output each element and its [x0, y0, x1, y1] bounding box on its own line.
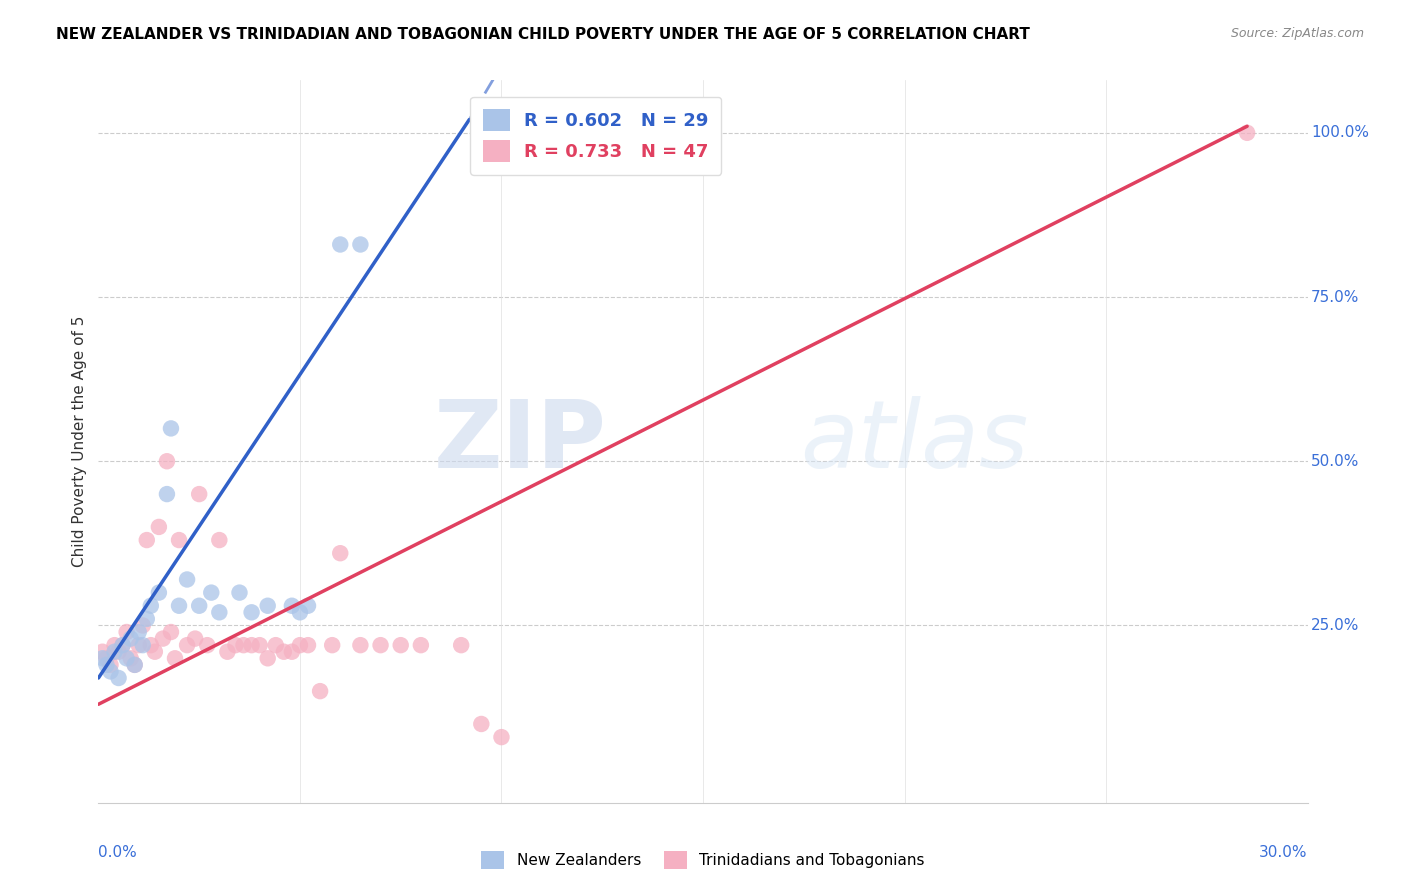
Point: [103, 638, 125, 652]
Point: [249, 638, 271, 652]
Point: [273, 645, 295, 659]
Point: [107, 645, 129, 659]
Point: [195, 638, 218, 652]
Point: [176, 573, 198, 587]
Point: [120, 651, 142, 665]
Point: [264, 638, 287, 652]
Point: [111, 638, 134, 652]
Point: [256, 599, 278, 613]
Point: [160, 421, 183, 435]
Point: [96, 651, 118, 665]
Point: [96, 657, 118, 672]
Point: [217, 645, 239, 659]
Point: [329, 237, 352, 252]
Point: [128, 625, 150, 640]
Point: [1236, 126, 1258, 140]
Point: [208, 533, 231, 547]
Point: [232, 638, 254, 652]
Point: [281, 599, 304, 613]
Point: [156, 487, 179, 501]
Point: [139, 638, 162, 652]
Point: [111, 638, 134, 652]
Point: [370, 638, 392, 652]
Point: [167, 533, 190, 547]
Point: [128, 638, 150, 652]
Point: [188, 599, 211, 613]
Point: [156, 454, 179, 468]
Text: 75.0%: 75.0%: [1312, 290, 1360, 304]
Legend: R = 0.602   N = 29, R = 0.733   N = 47: R = 0.602 N = 29, R = 0.733 N = 47: [470, 96, 721, 175]
Text: 50.0%: 50.0%: [1312, 454, 1360, 468]
Point: [228, 585, 250, 599]
Text: 100.0%: 100.0%: [1312, 126, 1369, 140]
Point: [297, 599, 319, 613]
Text: 25.0%: 25.0%: [1312, 618, 1360, 633]
Point: [132, 638, 155, 652]
Point: [115, 651, 138, 665]
Point: [288, 638, 311, 652]
Point: [91, 651, 114, 665]
Point: [135, 612, 157, 626]
Point: [135, 533, 157, 547]
Point: [115, 625, 138, 640]
Point: [321, 638, 343, 652]
Point: [409, 638, 432, 652]
Point: [143, 645, 166, 659]
Text: Source: ZipAtlas.com: Source: ZipAtlas.com: [1230, 27, 1364, 40]
Point: [240, 638, 263, 652]
Point: [132, 618, 155, 632]
Point: [349, 638, 371, 652]
Point: [450, 638, 472, 652]
Point: [100, 657, 122, 672]
Point: [124, 657, 146, 672]
Point: [139, 599, 162, 613]
Point: [163, 651, 186, 665]
Point: [491, 730, 513, 744]
Point: [91, 645, 114, 659]
Point: [256, 651, 278, 665]
Point: [103, 645, 125, 659]
Point: [288, 605, 311, 619]
Point: [329, 546, 352, 560]
Text: 0.0%: 0.0%: [98, 846, 138, 861]
Point: [160, 625, 183, 640]
Point: [240, 605, 263, 619]
Point: [148, 520, 170, 534]
Text: atlas: atlas: [800, 396, 1028, 487]
Text: ZIP: ZIP: [433, 395, 606, 488]
Point: [281, 645, 304, 659]
Point: [148, 585, 170, 599]
Point: [349, 237, 371, 252]
Point: [309, 684, 332, 698]
Text: 30.0%: 30.0%: [1260, 846, 1308, 861]
Point: [188, 487, 211, 501]
Text: NEW ZEALANDER VS TRINIDADIAN AND TOBAGONIAN CHILD POVERTY UNDER THE AGE OF 5 COR: NEW ZEALANDER VS TRINIDADIAN AND TOBAGON…: [56, 27, 1031, 42]
Point: [184, 632, 207, 646]
Point: [208, 605, 231, 619]
Point: [470, 717, 492, 731]
Y-axis label: Child Poverty Under the Age of 5: Child Poverty Under the Age of 5: [72, 316, 87, 567]
Point: [107, 671, 129, 685]
Point: [167, 599, 190, 613]
Point: [152, 632, 174, 646]
Point: [389, 638, 412, 652]
Point: [176, 638, 198, 652]
Point: [100, 665, 122, 679]
Point: [200, 585, 222, 599]
Point: [224, 638, 246, 652]
Point: [124, 657, 146, 672]
Legend: New Zealanders, Trinidadians and Tobagonians: New Zealanders, Trinidadians and Tobagon…: [475, 845, 931, 875]
Point: [297, 638, 319, 652]
Point: [120, 632, 142, 646]
